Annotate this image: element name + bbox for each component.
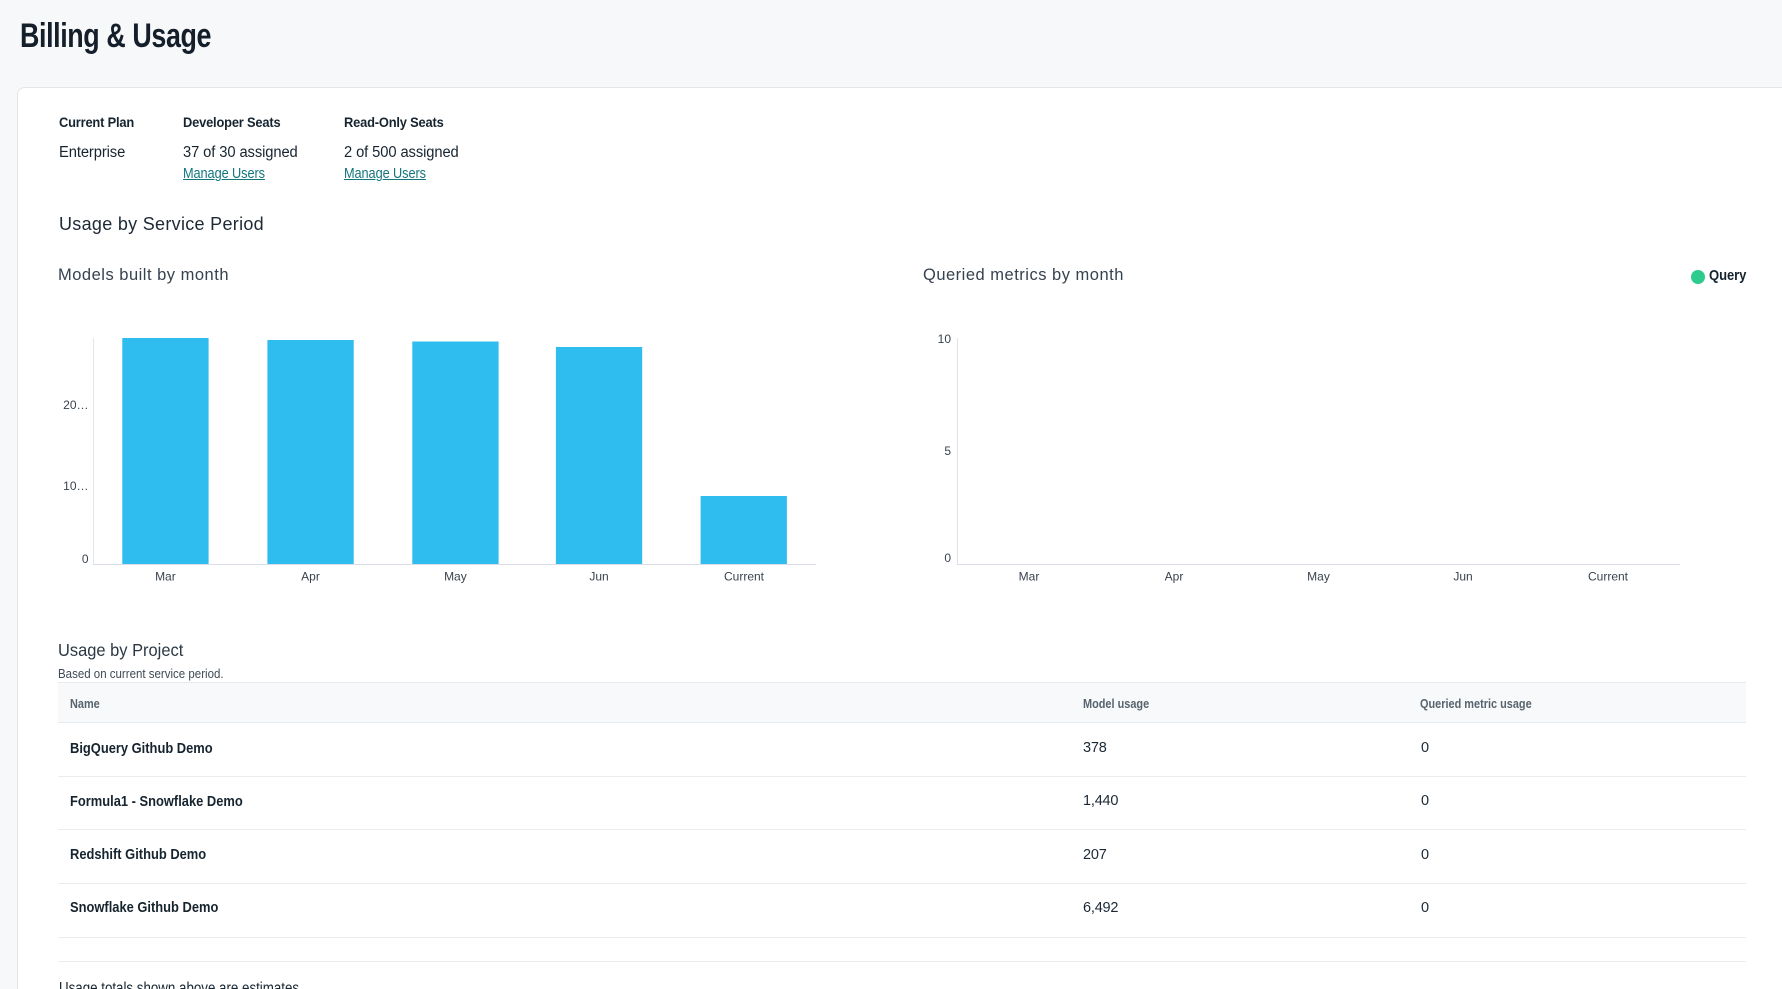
svg-text:Mar: Mar (155, 570, 176, 584)
svg-text:10…: 10… (63, 479, 88, 493)
svg-text:Current: Current (724, 570, 765, 584)
svg-text:Apr: Apr (301, 570, 320, 584)
svg-text:0: 0 (944, 551, 951, 565)
svg-text:Jun: Jun (1453, 570, 1472, 584)
svg-text:Current: Current (1588, 570, 1629, 584)
svg-text:20…: 20… (63, 398, 88, 412)
svg-text:Apr: Apr (1165, 570, 1184, 584)
svg-text:Jun: Jun (589, 570, 608, 584)
svg-text:5: 5 (944, 444, 951, 458)
svg-text:May: May (1307, 570, 1330, 584)
svg-text:May: May (444, 570, 467, 584)
svg-text:10: 10 (938, 332, 952, 346)
svg-text:0: 0 (82, 552, 89, 566)
svg-text:Mar: Mar (1019, 570, 1040, 584)
